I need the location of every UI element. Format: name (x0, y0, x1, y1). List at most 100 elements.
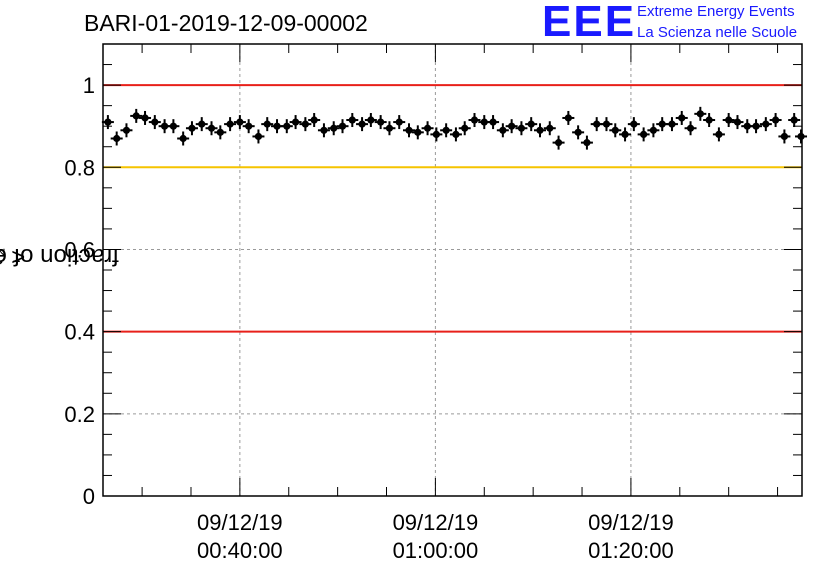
data-point (468, 113, 481, 128)
y-tick-label: 0 (83, 484, 95, 509)
point-marker (517, 124, 526, 132)
x-tick-label: 09/12/19 (588, 510, 674, 535)
data-point (177, 131, 190, 146)
point-marker (611, 126, 619, 134)
data-point (421, 121, 434, 136)
data-points (101, 106, 808, 150)
point-marker (263, 120, 271, 128)
data-point (356, 117, 369, 132)
point-marker (554, 139, 563, 147)
point-marker (113, 134, 121, 143)
data-point (684, 121, 697, 136)
data-point (533, 123, 546, 138)
eee-logo: EEE (542, 0, 637, 46)
point-marker (480, 118, 488, 126)
point-marker (198, 120, 206, 128)
point-marker (678, 114, 686, 122)
point-marker (583, 139, 591, 147)
point-marker (348, 116, 356, 124)
point-marker (686, 124, 695, 132)
data-point (252, 129, 265, 144)
point-marker (367, 116, 375, 124)
point-marker (283, 122, 291, 130)
data-point (458, 121, 471, 136)
point-marker (414, 128, 422, 136)
point-marker (301, 120, 309, 128)
point-marker (499, 126, 507, 134)
data-point (346, 113, 359, 128)
data-point (327, 121, 340, 136)
data-point (224, 117, 237, 132)
data-point (430, 127, 443, 142)
data-point (261, 117, 274, 132)
data-point (731, 115, 744, 130)
data-point (242, 119, 255, 134)
point-marker (377, 118, 385, 126)
x-tick-label: 01:20:00 (588, 538, 674, 563)
point-marker (188, 124, 196, 132)
point-marker (104, 118, 112, 126)
data-point (759, 117, 772, 132)
point-marker (489, 118, 497, 126)
point-marker (630, 120, 638, 128)
data-point (505, 119, 518, 134)
point-marker (122, 126, 131, 134)
point-marker (358, 120, 366, 128)
point-marker (780, 132, 789, 141)
data-point (665, 117, 678, 132)
data-point (525, 117, 538, 132)
point-marker (546, 124, 554, 132)
data-point (393, 115, 406, 130)
data-point (280, 119, 293, 134)
point-marker (705, 116, 713, 124)
point-marker (733, 118, 742, 126)
y-tick-label: 0.6 (64, 237, 95, 262)
point-marker (668, 120, 676, 128)
data-point (411, 125, 424, 140)
data-point (130, 108, 143, 123)
point-marker (207, 124, 216, 132)
point-marker (715, 130, 723, 138)
tick-labels: 0 0.2 0.4 0.6 0.8 1 09/12/19 00:40:00 09/12/19 01… (64, 73, 673, 563)
point-marker (470, 116, 479, 124)
data-point (440, 123, 453, 138)
point-marker (132, 112, 140, 120)
axes (102, 43, 803, 497)
point-marker (574, 128, 582, 136)
point-marker (593, 120, 601, 128)
point-marker (141, 114, 149, 122)
point-marker (772, 116, 780, 124)
point-marker (405, 126, 413, 134)
point-marker (649, 126, 658, 134)
data-point (572, 125, 585, 140)
point-marker (602, 120, 611, 128)
data-point (694, 106, 707, 121)
data-point (552, 135, 565, 150)
data-point (214, 125, 227, 140)
point-marker (508, 122, 516, 130)
data-point (580, 135, 593, 150)
point-marker (151, 118, 159, 126)
point-marker (790, 116, 798, 124)
data-point (788, 113, 801, 128)
data-point (487, 115, 500, 130)
point-marker (743, 122, 751, 130)
data-point (712, 127, 725, 142)
data-point (562, 110, 575, 125)
point-marker (291, 118, 300, 126)
y-tick-label: 0.8 (64, 155, 95, 180)
data-point (308, 113, 321, 128)
point-marker (442, 126, 450, 134)
point-marker (254, 132, 263, 141)
point-marker (423, 124, 432, 132)
x-tick-label: 09/12/19 (197, 510, 283, 535)
data-point (449, 127, 462, 142)
point-marker (273, 122, 281, 130)
data-point (195, 117, 208, 132)
point-marker (226, 120, 234, 128)
point-marker (310, 116, 318, 124)
x-tick-label: 09/12/19 (393, 510, 479, 535)
data-point (778, 129, 791, 144)
data-point (317, 123, 330, 138)
